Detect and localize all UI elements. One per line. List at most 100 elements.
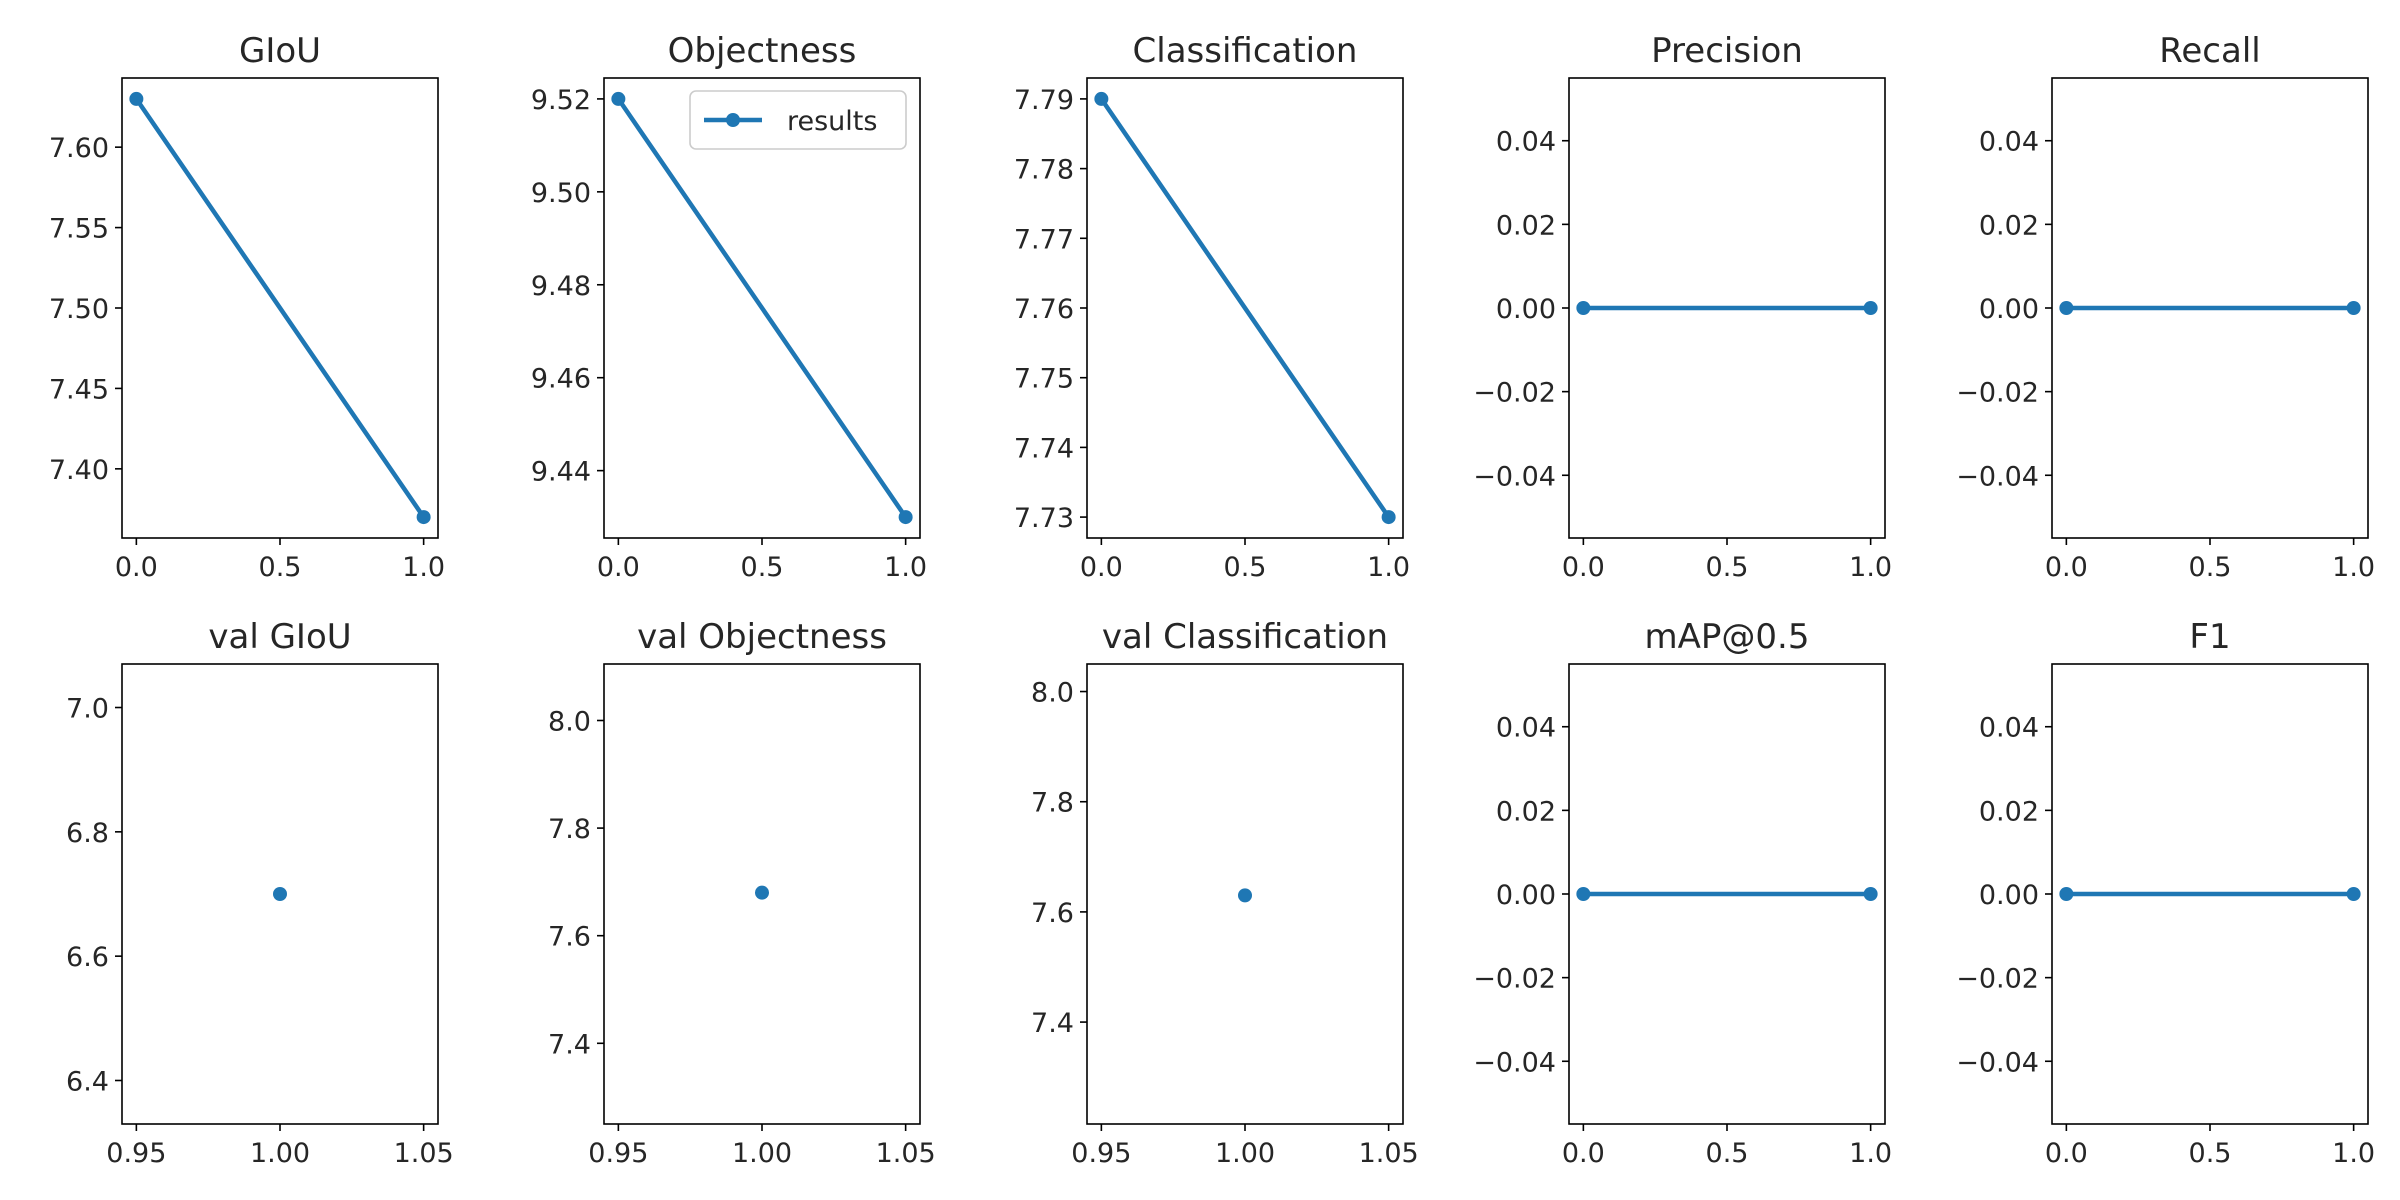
y-tick-label: 0.04 [1496,127,1556,158]
series-line [616,96,908,520]
x-tick-label: 1.0 [1849,1138,1892,1169]
x-tick-label: 0.5 [1706,552,1749,583]
legend-marker [726,113,740,127]
data-point [129,91,144,106]
subplot-map-at-0-5: mAP@0.5 0.0 0.5 1.0 −0.04 −0.02 0.00 0.02 0.04 [1473,617,1892,1169]
x-tick-label: 0.0 [2045,552,2088,583]
y-tick-label: 9.44 [531,457,591,488]
x-tick-label: 0.0 [1562,552,1605,583]
x-tick-label: 0.5 [2189,552,2232,583]
series-line [134,96,426,520]
y-tick-label: −0.02 [1473,378,1556,409]
subplot-val-giou: val GIoU 0.95 1.00 1.05 6.4 6.6 6.8 7.0 [66,617,454,1169]
x-tick-label: 0.5 [1224,552,1267,583]
data-point [1238,888,1252,903]
legend: results [689,90,907,150]
y-tick-label: 6.8 [66,818,109,849]
subplot-val-classification: val Classification 0.95 1.00 1.05 7.4 7.6 7.8 8… [1031,617,1419,1169]
subplot-title: val GIoU [208,617,351,657]
y-tick-label: −0.02 [1956,964,2039,995]
y-tick-label: 0.04 [1979,127,2039,158]
data-point [1576,887,1591,901]
x-tick-label: 1.0 [2332,1138,2375,1169]
x-tick-label: 0.95 [588,1138,648,1169]
legend-box [689,90,907,150]
y-tick-label: 7.6 [1031,898,1074,929]
subplot-val-objectness: val Objectness 0.95 1.00 1.05 7.4 7.6 7.8 8.0 [548,617,936,1169]
data-point [898,510,913,525]
y-tick-label: 9.46 [531,364,591,395]
y-tick-label: 7.78 [1014,155,1074,186]
subplot-title: mAP@0.5 [1645,617,1810,657]
y-tick-label: 8.0 [548,706,591,737]
y-tick-label: 7.73 [1014,503,1074,534]
subplot-title: Precision [1651,31,1803,71]
y-tick-label: 7.79 [1014,85,1074,116]
y-tick-label: 9.48 [531,271,591,302]
y-tick-label: 7.8 [1031,788,1074,819]
subplot-title: GIoU [239,31,321,71]
data-point [1863,301,1878,315]
x-tick-label: 0.5 [2189,1138,2232,1169]
subplot-title: Objectness [668,31,857,71]
x-tick-label: 1.0 [1849,552,1892,583]
y-tick-label: 9.52 [531,85,591,116]
data-point [2346,887,2361,901]
y-tick-label: 7.60 [49,133,109,164]
x-tick-label: 1.0 [2332,552,2375,583]
x-tick-label: 1.00 [1215,1138,1275,1169]
y-tick-label: 7.55 [49,214,109,245]
y-tick-label: 0.00 [1496,294,1556,325]
y-tick-label: 7.77 [1014,224,1074,255]
x-tick-label: 0.0 [1080,552,1123,583]
data-point [1863,887,1878,901]
y-tick-label: 0.02 [1979,210,2039,241]
x-tick-label: 0.5 [1706,1138,1749,1169]
y-tick-label: 0.02 [1496,210,1556,241]
x-tick-label: 0.0 [1562,1138,1605,1169]
y-tick-label: 7.50 [49,294,109,325]
x-tick-label: 1.00 [250,1138,310,1169]
data-point [2346,301,2361,315]
y-tick-label: 0.04 [1979,713,2039,744]
subplot-giou: GIoU 0.0 0.5 1.0 7.40 7.45 7.50 7.55 7.60 [49,31,445,583]
y-tick-label: 0.00 [1979,880,2039,911]
subplot-title: Recall [2159,31,2260,71]
y-tick-label: 7.75 [1014,364,1074,395]
y-tick-label: −0.04 [1956,1047,2039,1078]
y-tick-label: −0.02 [1956,378,2039,409]
subplot-classification: Classification 0.0 0.5 1.0 7.73 7.74 7.75 7.76 7… [1014,31,1410,583]
y-tick-label: 9.50 [531,178,591,209]
subplot-objectness: Objectness 0.0 0.5 1.0 9.44 9.46 9.48 9.50 9.52 r… [531,31,927,583]
x-tick-label: 1.05 [394,1138,454,1169]
y-tick-label: −0.02 [1473,964,1556,995]
y-tick-label: 7.45 [49,374,109,405]
y-tick-label: 6.6 [66,942,109,973]
x-tick-label: 1.00 [732,1138,792,1169]
subplot-title: F1 [2189,617,2230,657]
x-tick-label: 0.0 [115,552,158,583]
y-tick-label: 7.74 [1014,433,1074,464]
y-tick-label: 0.02 [1496,796,1556,827]
y-tick-label: 7.40 [49,455,109,486]
x-tick-label: 0.95 [1071,1138,1131,1169]
data-point [1094,91,1109,106]
data-point [611,91,626,106]
y-tick-label: 7.4 [548,1029,591,1060]
x-tick-label: 1.05 [1359,1138,1419,1169]
y-tick-label: 7.0 [66,694,109,725]
legend-label: results [787,106,877,137]
y-tick-label: −0.04 [1473,1047,1556,1078]
x-tick-label: 1.0 [1367,552,1410,583]
x-tick-label: 0.95 [106,1138,166,1169]
y-tick-label: 7.4 [1031,1008,1074,1039]
x-tick-label: 0.0 [597,552,640,583]
subplot-f1: F1 0.0 0.5 1.0 −0.04 −0.02 0.00 0.02 0.04 [1956,617,2375,1169]
subplot-title: val Objectness [637,617,887,657]
x-tick-label: 0.5 [741,552,784,583]
y-tick-label: −0.04 [1956,461,2039,492]
subplot-title: Classification [1133,31,1358,71]
x-tick-label: 0.5 [259,552,302,583]
y-tick-label: 6.4 [66,1066,109,1097]
